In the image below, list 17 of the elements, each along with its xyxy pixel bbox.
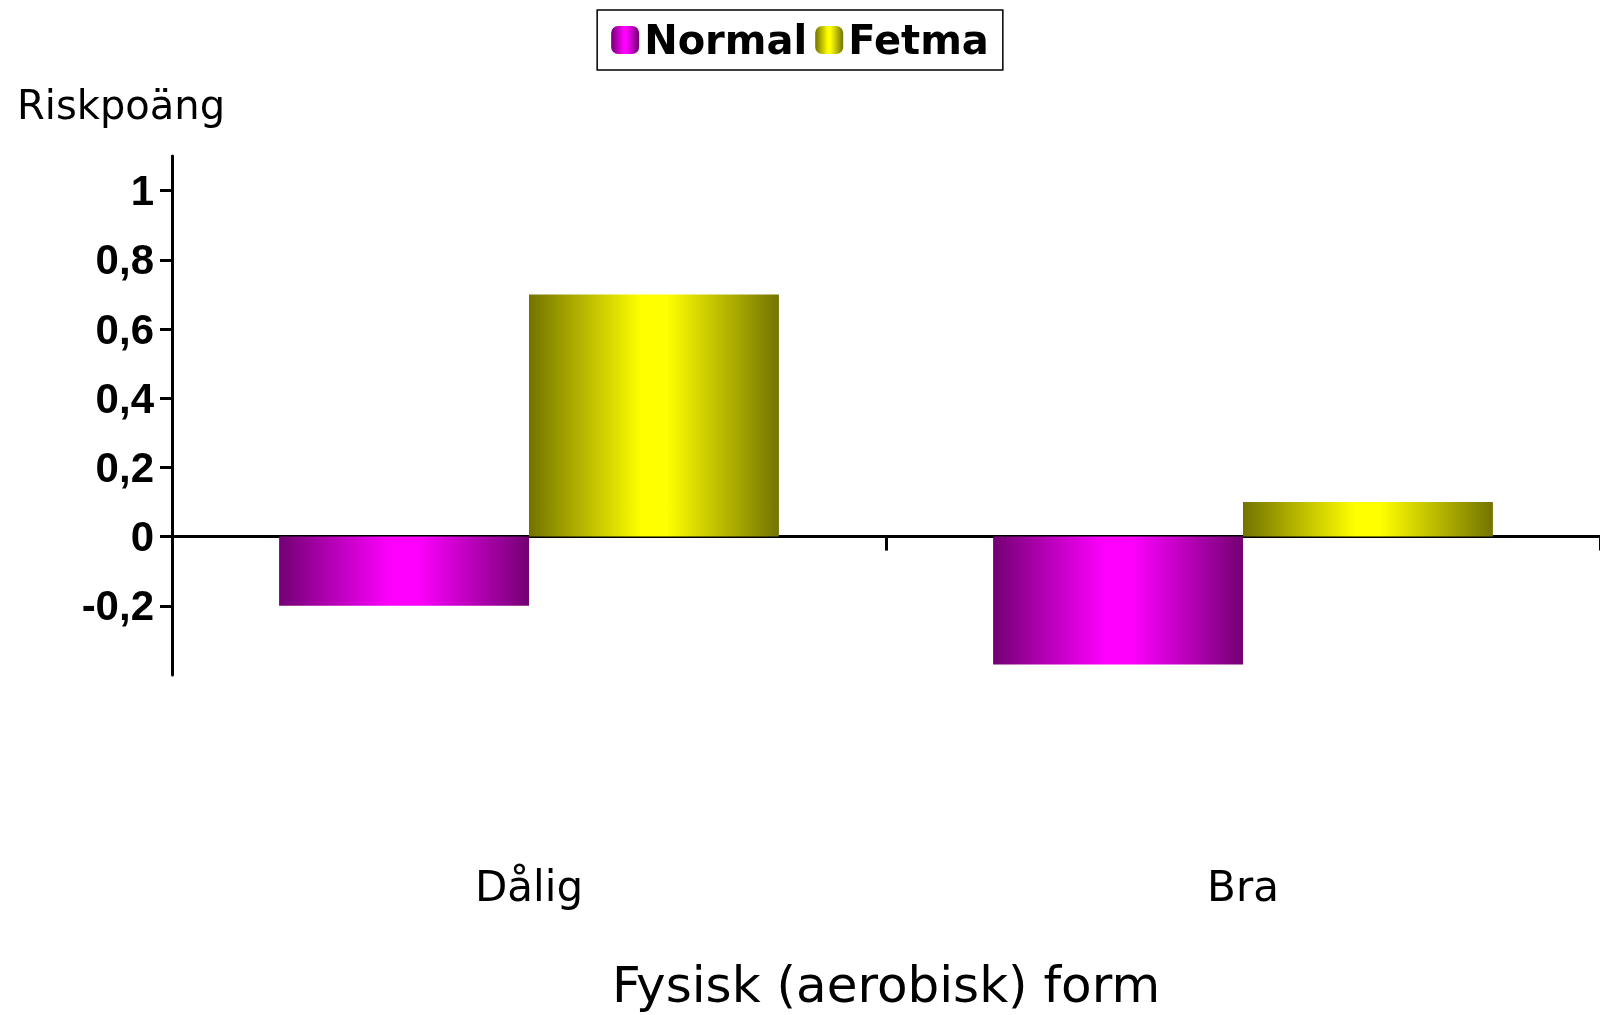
legend-label: Fetma (848, 17, 989, 63)
y-tick-label: 0 (130, 513, 154, 561)
x-tick-label: Dålig (474, 861, 584, 911)
bar (529, 294, 779, 537)
bar (279, 536, 529, 606)
y-tick-label: -0,2 (81, 582, 154, 630)
y-tick-label: 1 (130, 167, 154, 215)
y-tick-label: 0,8 (95, 236, 154, 284)
legend-label: Normal (644, 17, 808, 63)
x-axis-title: Fysisk (aerobisk) form (611, 956, 1161, 1014)
y-tick-label: 0,6 (95, 305, 154, 353)
bar (1243, 502, 1493, 537)
y-axis-title: Riskpoäng (17, 82, 226, 128)
x-tick-label: Bra (1207, 861, 1279, 911)
y-tick-label: 0,2 (95, 443, 154, 491)
y-tick-label: 0,4 (95, 374, 155, 422)
bar (993, 536, 1243, 665)
